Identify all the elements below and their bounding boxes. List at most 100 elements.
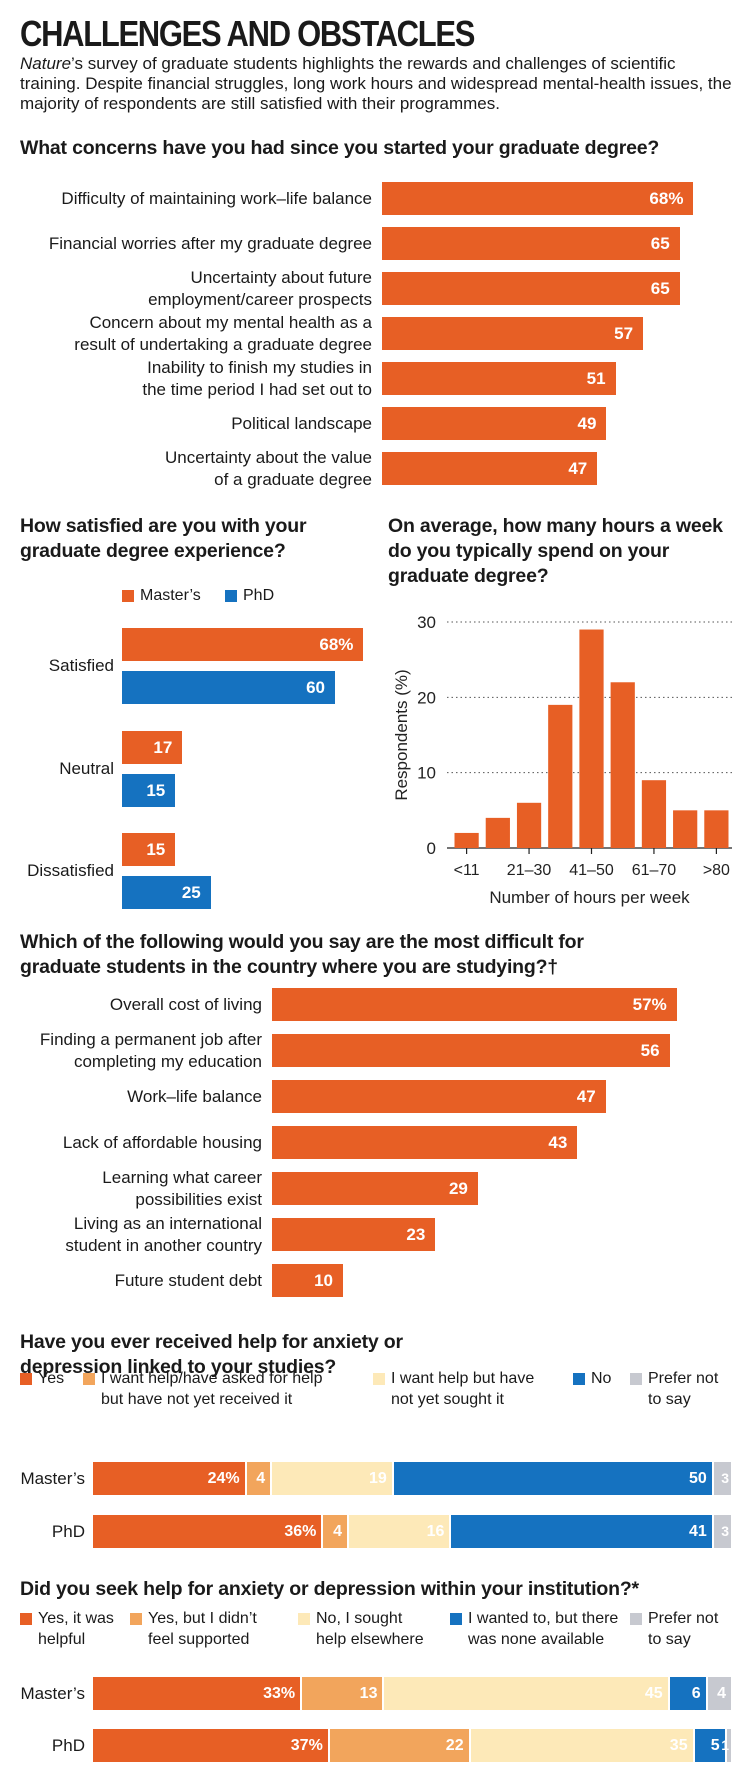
difficulties-label: Learning what career possibilities exist: [0, 1167, 262, 1211]
difficulties-value: 43: [548, 1133, 568, 1152]
institution-legend-swatch: [130, 1613, 142, 1625]
concerns-question: What concerns have you had since you sta…: [20, 137, 660, 159]
help-segment-value: 19: [368, 1470, 387, 1487]
help-segment-value: 36%: [284, 1523, 317, 1540]
satisfaction-value: 15: [146, 781, 166, 800]
help-segment-value: 50: [689, 1470, 707, 1487]
difficulties-label-line: Future student debt: [114, 1270, 262, 1290]
help-legend-swatch: [20, 1373, 32, 1385]
institution-legend-label-line: Yes, but I didn’t: [148, 1610, 257, 1627]
institution-segment-value: 6: [691, 1685, 701, 1702]
institution-segment-value: 35: [669, 1737, 688, 1754]
help-legend-label: Yes: [38, 1368, 64, 1389]
hours-xtick: >80: [703, 862, 730, 879]
concerns-label-line: the time period I had set out to: [142, 379, 372, 399]
institution-row-label: Master’s: [20, 1683, 85, 1703]
institution-legend-swatch: [450, 1613, 462, 1625]
institution-segment: 33%: [93, 1677, 301, 1710]
help-segment-value: 16: [426, 1523, 445, 1540]
difficulties-label-line: Finding a permanent job after: [39, 1029, 262, 1049]
institution-segment: 37%: [93, 1729, 328, 1762]
concerns-value: 68%: [649, 189, 684, 208]
concerns-bar: 49: [382, 407, 607, 440]
concerns-value: 47: [568, 459, 588, 478]
institution-legend-label-line: was none available: [468, 1631, 605, 1648]
difficulties-bar: 47: [272, 1080, 606, 1113]
help-segment: 3: [713, 1515, 731, 1548]
difficulties-value: 29: [448, 1179, 468, 1198]
satisfaction-legend-label: PhD: [243, 587, 275, 604]
concerns-value: 57: [614, 324, 634, 343]
difficulties-label: Future student debt: [0, 1270, 262, 1292]
institution-legend-label-line: Yes, it was: [38, 1610, 114, 1627]
hours-ytick: 10: [417, 764, 436, 783]
institution-legend-label-line: Prefer not: [648, 1610, 719, 1627]
concerns-value: 65: [650, 234, 670, 253]
institution-legend-swatch: [630, 1613, 642, 1625]
hours-bar: [673, 810, 698, 848]
difficulties-label-line: possibilities exist: [135, 1189, 262, 1209]
concerns-label: Inability to finish my studies in the tim…: [0, 357, 372, 401]
page-title: CHALLENGES AND OBSTACLES: [20, 13, 475, 54]
hours-bar: [579, 629, 604, 848]
satisfaction-legend-swatch: [122, 590, 134, 602]
concerns-bar: 65: [382, 227, 680, 260]
concerns-bar: 68%: [382, 182, 694, 215]
help-segment: 3: [713, 1462, 731, 1495]
institution-legend-label-line: No, I sought: [316, 1610, 403, 1627]
satisfaction-bar: 25: [122, 876, 211, 909]
concerns-label: Uncertainty about the value of a graduate…: [0, 447, 372, 491]
hours-xtick: 61–70: [632, 862, 677, 879]
difficulties-label-line: completing my education: [73, 1051, 262, 1071]
hours-bar: [548, 704, 573, 848]
help-bar: 24% 4 19 50 3: [93, 1462, 733, 1495]
satisfaction-value: 25: [181, 883, 201, 902]
difficulties-label-line: student in another country: [65, 1235, 262, 1255]
institution-legend-swatch: [20, 1613, 32, 1625]
hours-xtick: <11: [454, 862, 480, 879]
difficulties-bar: 57%: [272, 988, 677, 1021]
institution-legend-label-line: I wanted to, but there: [468, 1610, 619, 1627]
help-segment-value: 24%: [207, 1470, 240, 1487]
help-legend-swatch: [630, 1373, 642, 1385]
institution-segment: 45: [384, 1677, 668, 1710]
concerns-label-line: result of undertaking a graduate degree: [74, 334, 372, 354]
help-legend-label-line: Yes: [38, 1370, 65, 1387]
institution-segment-value: 4: [717, 1685, 726, 1702]
help-segment-value: 3: [721, 1470, 729, 1486]
satisfaction-bar: 15: [122, 774, 176, 807]
satisfaction-question: How satisfied are you with your graduate…: [20, 515, 307, 562]
help-legend-swatch: [573, 1373, 585, 1385]
intro-italic: Nature: [20, 54, 72, 73]
concerns-value: 49: [577, 414, 597, 433]
institution-legend-swatch: [298, 1613, 310, 1625]
concerns-bar: 51: [382, 362, 616, 395]
help-legend-label-line: to say: [648, 1391, 691, 1408]
institution-legend-label: Yes, but I didn’t feel supported: [148, 1608, 257, 1650]
help-legend-label: Prefer not to say: [648, 1368, 718, 1410]
hours-xtick: 21–30: [507, 862, 552, 879]
institution-legend-label: No, I sought help elsewhere: [316, 1608, 424, 1650]
satisfaction-bar: 60: [122, 671, 335, 704]
help-question: Have you ever received help for anxiety …: [20, 1331, 403, 1378]
help-legend-label-line: but have not yet received it: [101, 1391, 293, 1408]
difficulties-label-line: Lack of affordable housing: [62, 1132, 262, 1152]
hours-bar: [704, 810, 729, 848]
hours-ylabel: Respondents (%): [392, 669, 411, 800]
concerns-label-line: Uncertainty about future: [190, 267, 372, 287]
institution-legend-label-line: helpful: [38, 1631, 86, 1648]
concerns-label-line: of a graduate degree: [214, 469, 372, 489]
hours-xlabel: Number of hours per week: [489, 888, 690, 907]
difficulties-value: 23: [406, 1225, 426, 1244]
hours-bar: [454, 832, 479, 848]
help-segment-value: 4: [333, 1523, 342, 1540]
concerns-label: Uncertainty about future employment/caree…: [0, 267, 372, 311]
institution-legend-label: Yes, it was helpful: [38, 1608, 114, 1650]
institution-legend-label-line: help elsewhere: [316, 1631, 424, 1648]
help-segment: 16: [349, 1515, 450, 1548]
institution-segment: 6: [669, 1677, 706, 1710]
concerns-label-line: Uncertainty about the value: [165, 447, 372, 467]
help-segment: 41: [451, 1515, 712, 1548]
intro-body: ’s survey of graduate students highlight…: [20, 54, 732, 113]
concerns-label-line: Concern about my mental health as a: [89, 312, 372, 332]
